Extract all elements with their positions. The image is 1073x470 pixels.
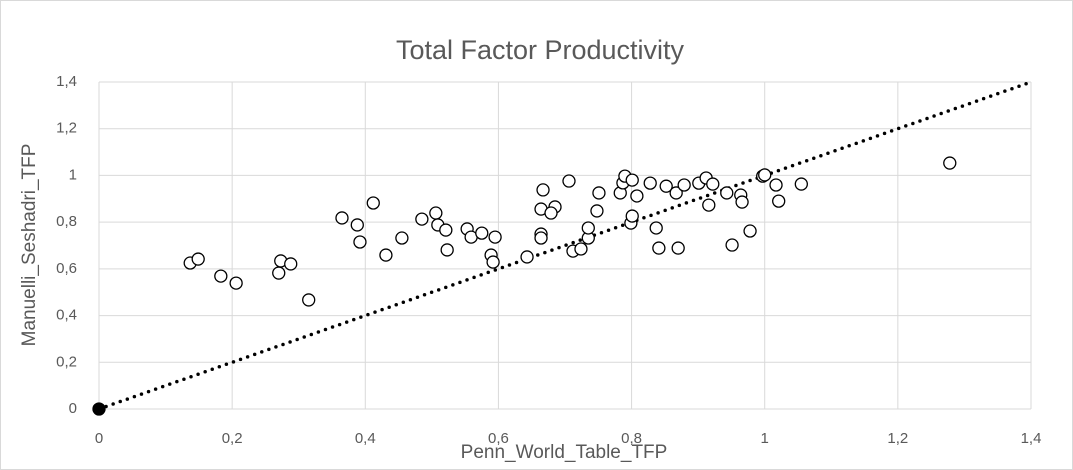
point bbox=[440, 243, 454, 257]
x-tick-label: 0 bbox=[95, 430, 103, 447]
y-tick-label: 1,4 bbox=[56, 73, 77, 90]
chart-title: Total Factor Productivity bbox=[396, 35, 685, 65]
point bbox=[335, 211, 349, 225]
point bbox=[520, 250, 534, 264]
point bbox=[429, 206, 443, 220]
point bbox=[735, 195, 749, 209]
point bbox=[534, 231, 548, 245]
point bbox=[758, 168, 772, 182]
y-tick-label: 0,6 bbox=[56, 260, 77, 277]
point bbox=[439, 223, 453, 237]
point bbox=[284, 257, 298, 271]
point bbox=[625, 209, 639, 223]
x-tick-label: 1 bbox=[761, 430, 769, 447]
point bbox=[379, 248, 393, 262]
point bbox=[415, 212, 429, 226]
point bbox=[562, 174, 576, 188]
point bbox=[794, 177, 808, 191]
point bbox=[720, 186, 734, 200]
y-tick-label: 0 bbox=[69, 400, 77, 417]
point bbox=[702, 198, 716, 212]
y-tick-label: 1,2 bbox=[56, 120, 77, 137]
reference-line bbox=[97, 80, 1033, 411]
point bbox=[669, 186, 683, 200]
point bbox=[649, 221, 663, 235]
point bbox=[659, 179, 673, 193]
point bbox=[475, 226, 489, 240]
point bbox=[536, 183, 550, 197]
point bbox=[677, 178, 691, 192]
point bbox=[581, 221, 595, 235]
point bbox=[191, 252, 205, 266]
point bbox=[625, 173, 639, 187]
point bbox=[395, 231, 409, 245]
point bbox=[488, 230, 502, 244]
y-tick-label: 1 bbox=[69, 166, 77, 183]
point bbox=[743, 224, 757, 238]
y-tick-label: 0,4 bbox=[56, 307, 77, 324]
point bbox=[353, 235, 367, 249]
point bbox=[229, 276, 243, 290]
point bbox=[630, 189, 644, 203]
x-tick-label: 0,6 bbox=[488, 430, 509, 447]
y-tick-label: 0,8 bbox=[56, 213, 77, 230]
point bbox=[544, 206, 558, 220]
point bbox=[350, 218, 364, 232]
point bbox=[272, 266, 286, 280]
point bbox=[214, 269, 228, 283]
x-tick-label: 0,2 bbox=[222, 430, 243, 447]
point bbox=[706, 177, 720, 191]
y-axis-label: Manuelli_Seshadri_TFP bbox=[19, 144, 40, 347]
point bbox=[574, 242, 588, 256]
y-tick-label: 0,2 bbox=[56, 353, 77, 370]
x-axis-label: Penn_World_Table_TFP bbox=[461, 442, 668, 463]
point bbox=[92, 402, 106, 416]
point bbox=[943, 156, 957, 170]
x-tick-label: 0,8 bbox=[621, 430, 642, 447]
point bbox=[725, 238, 739, 252]
x-tick-label: 0,4 bbox=[355, 430, 376, 447]
point bbox=[486, 255, 500, 269]
x-tick-label: 1,2 bbox=[887, 430, 908, 447]
point bbox=[652, 241, 666, 255]
point bbox=[366, 196, 380, 210]
x-tick-label: 1,4 bbox=[1021, 430, 1042, 447]
point bbox=[592, 186, 606, 200]
point bbox=[671, 241, 685, 255]
point bbox=[643, 176, 657, 190]
point bbox=[772, 194, 786, 208]
point bbox=[769, 178, 783, 192]
point bbox=[590, 204, 604, 218]
point bbox=[302, 293, 316, 307]
